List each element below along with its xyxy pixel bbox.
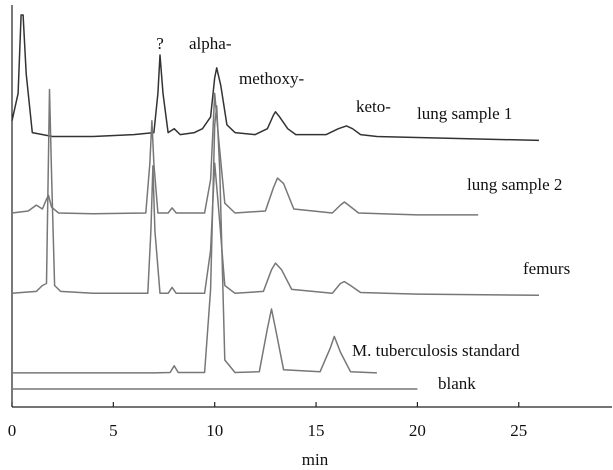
x-tick-label: 0 <box>8 421 17 440</box>
x-tick-label: 10 <box>206 421 223 440</box>
trace-label: lung sample 2 <box>467 175 562 194</box>
trace-label: femurs <box>523 259 570 278</box>
trace <box>11 92 479 216</box>
x-tick-label: 20 <box>409 421 426 440</box>
x-tick-label: 5 <box>109 421 118 440</box>
trace <box>12 105 377 374</box>
trace-label: lung sample 1 <box>417 104 512 123</box>
x-tick-label: 15 <box>308 421 325 440</box>
peak-annotation: ? <box>156 34 164 53</box>
trace <box>11 88 540 297</box>
peak-annotation: methoxy- <box>239 69 304 88</box>
trace <box>11 14 540 142</box>
x-axis-label: min <box>302 450 329 469</box>
peak-annotation: keto- <box>356 97 391 116</box>
x-tick-label: 25 <box>510 421 527 440</box>
trace-label: blank <box>438 374 476 393</box>
trace-label: M. tuberculosis standard <box>352 341 520 360</box>
peak-annotation: alpha- <box>189 34 232 53</box>
